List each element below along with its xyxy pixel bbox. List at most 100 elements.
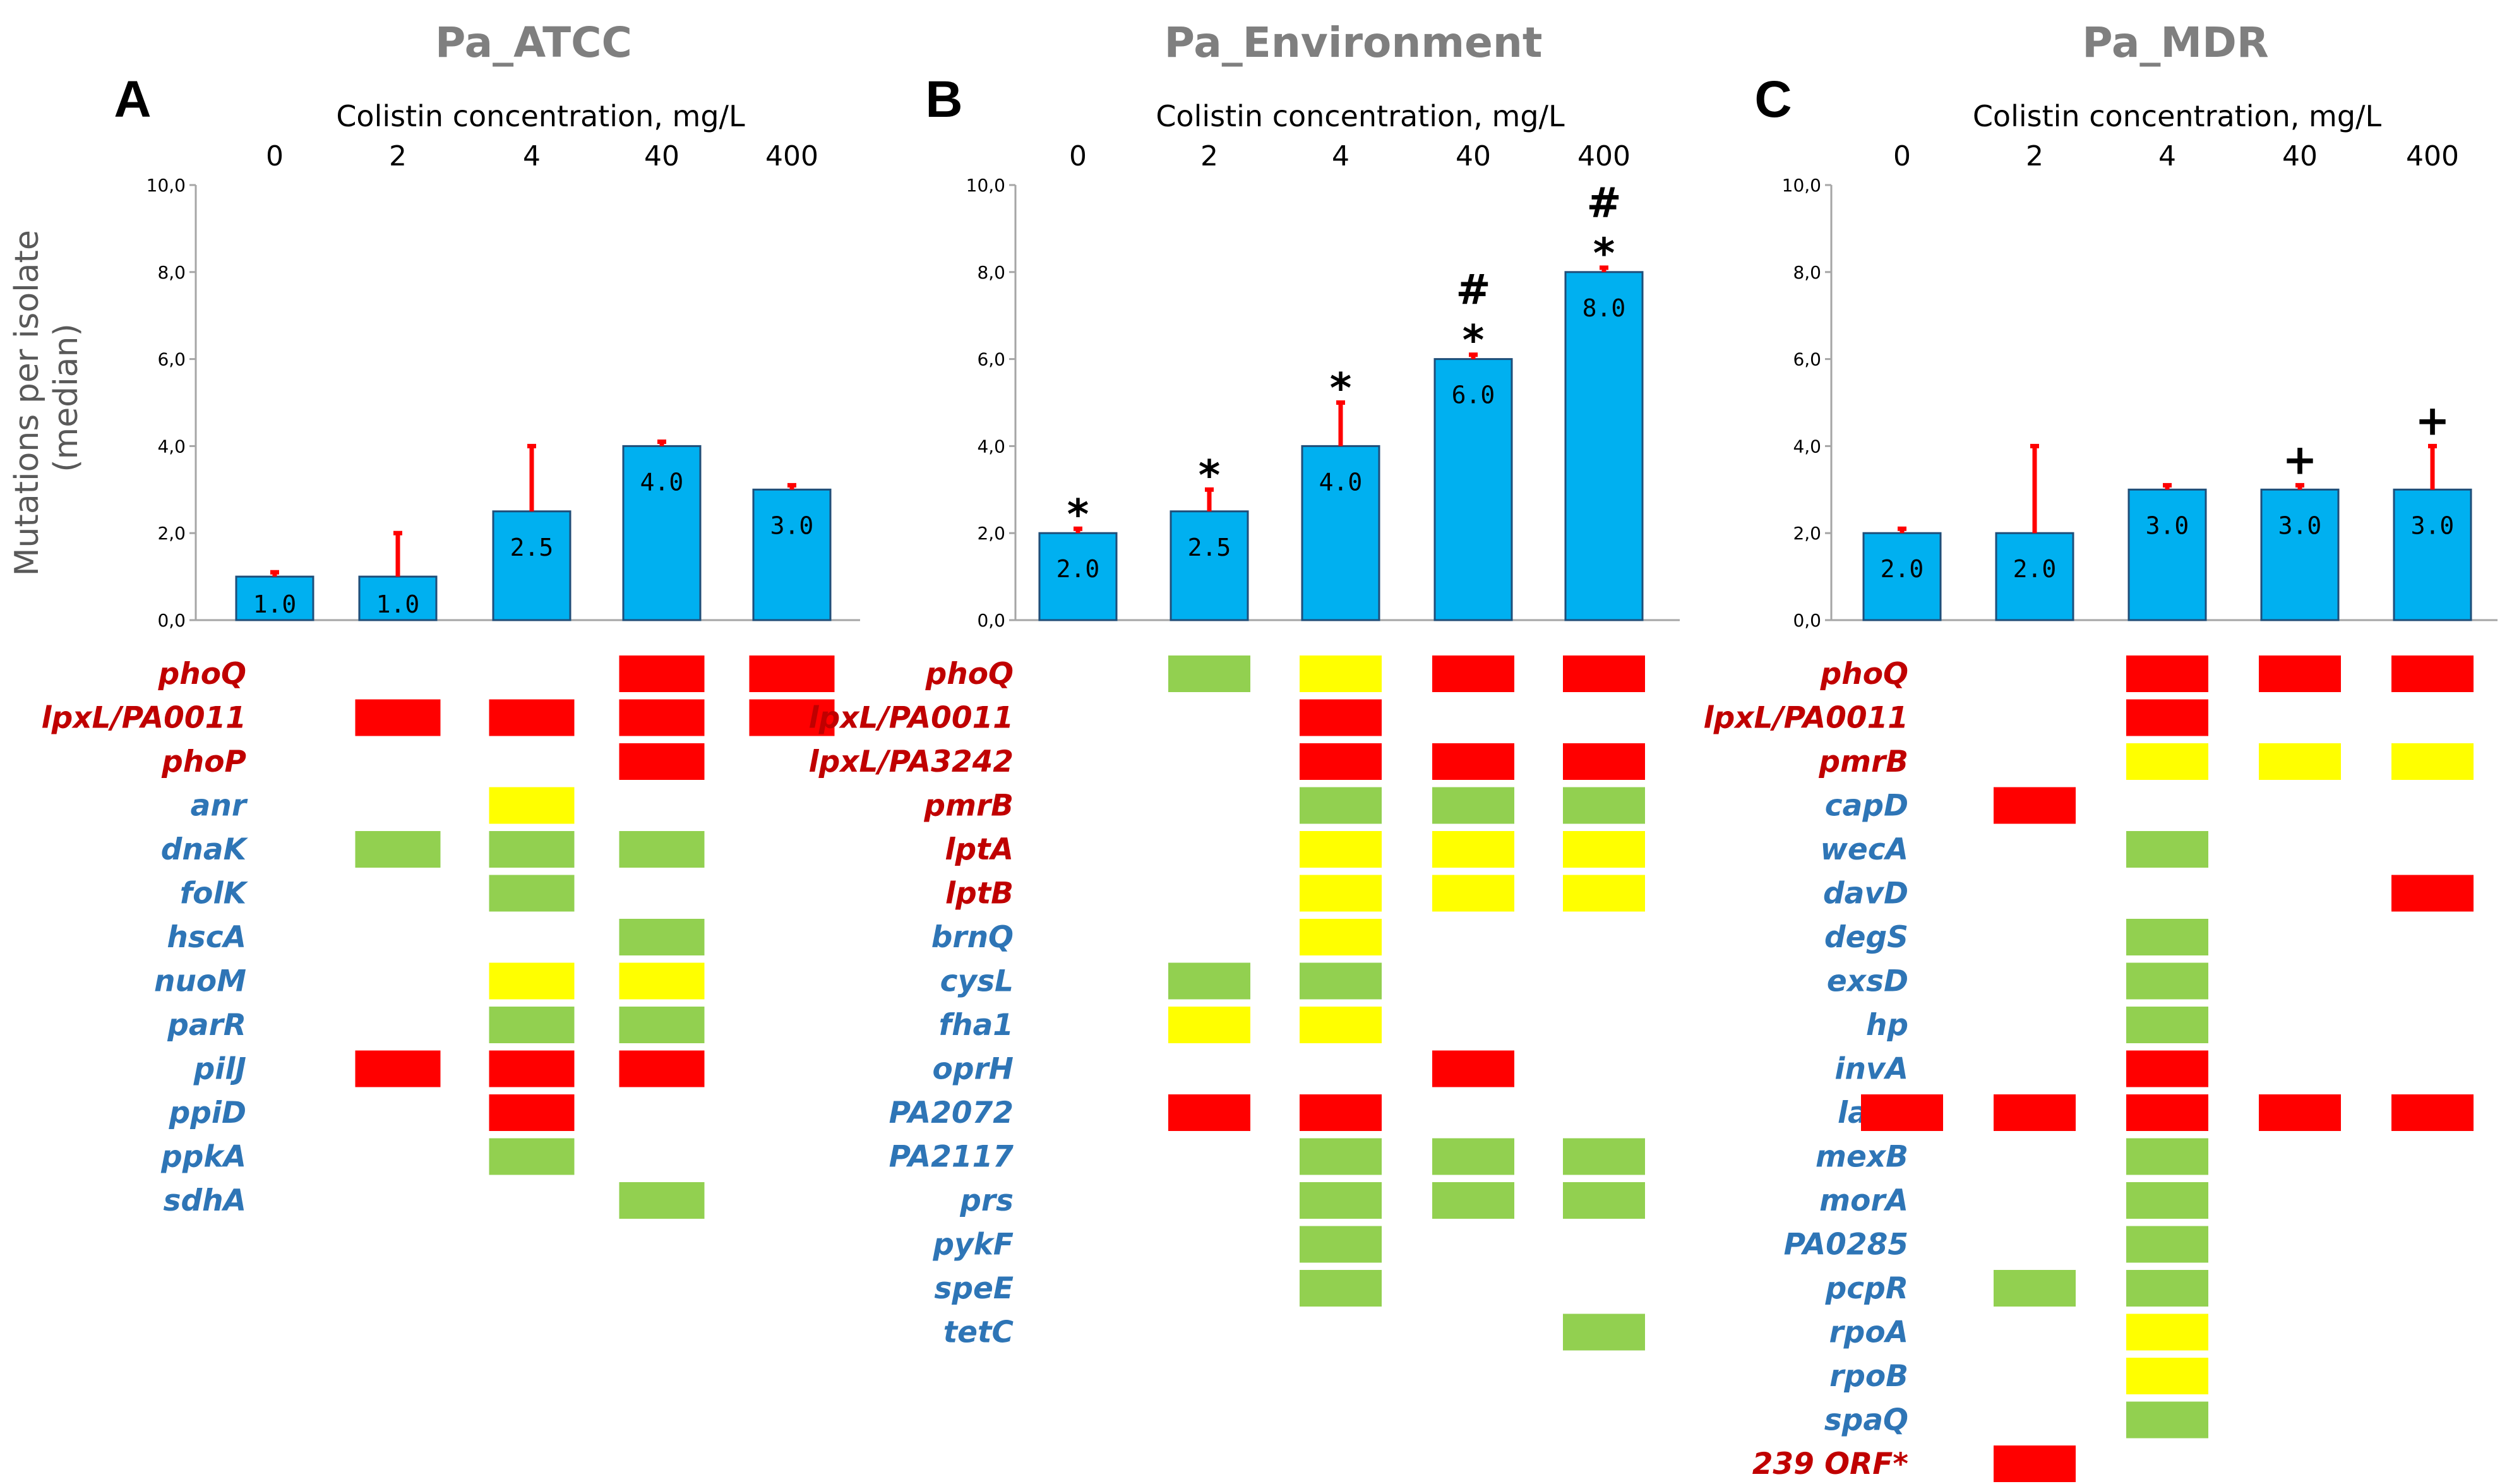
mutation-cell-green [1432, 1138, 1514, 1175]
bar-value-label: 4.0 [1319, 468, 1363, 496]
mutation-cell-green [1300, 1138, 1382, 1175]
gene-label: davD [1823, 877, 1908, 911]
mutation-cell-yellow [1300, 655, 1382, 692]
gene-label: pmrB [923, 789, 1014, 823]
y-tick-label: 10,0 [147, 175, 186, 196]
x-tick-label: 400 [2406, 140, 2459, 172]
mutation-cell-green [489, 875, 575, 912]
gene-label: 239 ORF* [1752, 1447, 1908, 1481]
bar-value-label: 6.0 [1452, 381, 1495, 409]
gene-label: lpxL/PA0011 [41, 701, 246, 736]
x-tick-label: 2 [2026, 140, 2043, 172]
panel-title: Pa_Environment [1164, 18, 1543, 67]
gene-label: rpoA [1829, 1315, 1909, 1350]
gene-label: nuoM [154, 964, 246, 999]
mutation-cell-yellow [1563, 875, 1645, 912]
mutation-cell-green [489, 1007, 575, 1043]
mutation-cell-yellow [619, 962, 705, 1000]
gene-label: hscA [167, 920, 246, 955]
mutation-cell-green [1168, 655, 1250, 692]
panel-letter: B [925, 71, 962, 128]
bar [1301, 445, 1380, 621]
mutation-cell-green [1994, 1270, 2076, 1307]
bar-value-label: 1.0 [253, 590, 297, 618]
gene-label: PA0285 [1784, 1228, 1908, 1262]
mutation-cell-green [1563, 1182, 1645, 1219]
y-tick-label: 2,0 [1793, 523, 1821, 544]
bar-value-label: 4.0 [640, 468, 684, 496]
mutation-cell-red [749, 655, 835, 692]
significance-symbol: * [1067, 490, 1089, 539]
mutation-cell-yellow [489, 962, 575, 1000]
y-tick-label: 8,0 [157, 262, 186, 283]
mutation-cell-green [2126, 831, 2208, 868]
significance-symbol: * [1593, 229, 1615, 278]
y-tick-label: 0,0 [157, 610, 186, 631]
mutation-cell-red [2391, 875, 2474, 912]
y-axis-label-line1: Mutations per isolate [8, 230, 46, 576]
mutation-cell-red [1563, 743, 1645, 780]
y-tick-label: 10,0 [1782, 175, 1821, 196]
significance-symbol: * [1330, 364, 1352, 413]
gene-label: lpxL/PA3242 [808, 745, 1014, 779]
mutation-cell-green [489, 831, 575, 868]
significance-symbol: * [1199, 451, 1221, 500]
y-tick-label: 6,0 [1793, 349, 1821, 370]
mutation-cell-yellow [2126, 743, 2208, 780]
y-tick-label: 4,0 [157, 436, 186, 457]
x-tick-label: 40 [2282, 140, 2318, 172]
mutation-cell-yellow [1300, 1007, 1382, 1043]
gene-label: PA2072 [889, 1096, 1014, 1130]
gene-label: lpxL/PA0011 [808, 701, 1014, 736]
panels: Pa_ATCC A Colistin concentration, mg/L 0,0 2… [41, 18, 2498, 1482]
mutation-cell-green [619, 919, 705, 955]
bar-value-label: 2.5 [1188, 534, 1231, 561]
mutation-cell-green [1300, 1182, 1382, 1219]
gene-label: PA2117 [889, 1140, 1014, 1175]
bar [1433, 358, 1513, 621]
gene-label: fha1 [939, 1008, 1014, 1043]
mutation-cell-yellow [489, 787, 575, 824]
mutation-cell-red [489, 1094, 575, 1131]
mutation-cell-red [355, 699, 441, 736]
bar-value-label: 3.0 [2278, 512, 2322, 539]
mutation-cell-red [1994, 787, 2076, 824]
mutation-cell-yellow [1168, 1007, 1250, 1043]
gene-label: pcpR [1825, 1271, 1908, 1306]
bar-value-label: 1.0 [376, 590, 420, 618]
gene-label: exsD [1827, 964, 1908, 999]
significance-symbol: + [2282, 435, 2317, 484]
bar-value-label: 2.5 [510, 534, 554, 561]
mutation-cell-green [2126, 1401, 2208, 1439]
mutation-cell-green [1563, 787, 1645, 824]
significance-symbol: + [2415, 396, 2450, 445]
gene-label: lptA [945, 832, 1014, 867]
bar-value-label: 3.0 [770, 512, 814, 539]
bar-value-label: 3.0 [2146, 512, 2189, 539]
mutation-cell-green [2126, 1138, 2208, 1175]
y-tick-label: 8,0 [1793, 262, 1821, 283]
mutation-cell-yellow [2259, 743, 2341, 780]
panel-title: Pa_MDR [2082, 18, 2268, 67]
panel-b: Pa_Environment B Colistin concentration, m… [808, 18, 1680, 1351]
panel-c: Pa_MDR C Colistin concentration, mg/L 0,0 2,… [1703, 18, 2498, 1482]
mutation-cell-green [2126, 1182, 2208, 1219]
bar-value-label: 3.0 [2411, 512, 2455, 539]
gene-label: sdhA [164, 1183, 246, 1218]
bar-value-label: 2.0 [2013, 555, 2057, 583]
mutation-cell-red [1300, 699, 1382, 736]
mutation-cell-yellow [1300, 919, 1382, 955]
x-tick-label: 0 [1069, 140, 1087, 172]
y-tick-label: 0,0 [1793, 610, 1821, 631]
mutation-cell-green [2126, 962, 2208, 1000]
x-tick-label: 400 [765, 140, 818, 172]
panel-letter: C [1754, 71, 1792, 128]
y-tick-label: 2,0 [157, 523, 186, 544]
mutation-cell-green [1563, 1138, 1645, 1175]
bar-value-label: 8.0 [1583, 294, 1626, 322]
mutation-cell-red [2259, 1094, 2341, 1131]
gene-label: mexB [1816, 1140, 1908, 1175]
x-tick-label: 0 [266, 140, 284, 172]
bar [235, 575, 314, 621]
